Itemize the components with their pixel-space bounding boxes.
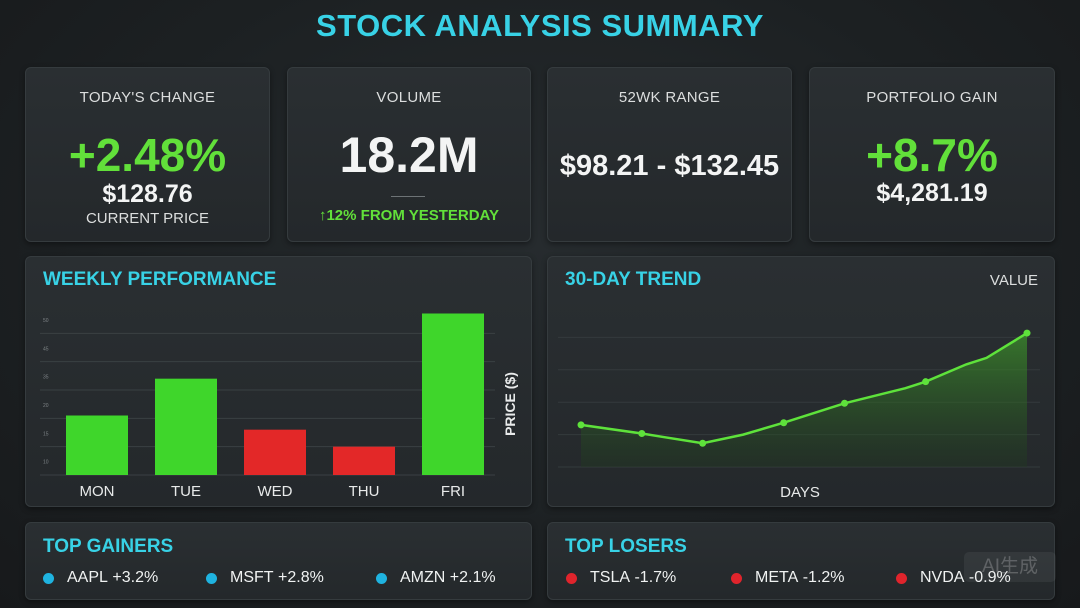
gainer-change: +2.8% [278,569,324,586]
portfolio-value: +8.7% [866,129,998,181]
bar-y-tick-label: 10 [43,460,49,466]
trend-x-axis-label: DAYS [780,484,820,501]
gainer-dot-icon [376,572,387,584]
range-card: 52WK RANGE $98.21 - $132.45 [547,67,792,242]
bar-y-axis-label: PRICE ($) [502,372,518,436]
volume-value: 18.2M [339,127,479,183]
top-gainers-panel: TOP GAINERS AAPL +3.2% MSFT +2.8% AMZN +… [25,522,532,600]
trend-point [922,378,930,386]
bar-x-tick-label: FRI [441,483,465,500]
bar-x-tick-label: MON [80,483,115,500]
trend-value-label: VALUE [989,272,1038,289]
trend-point [841,399,849,407]
trend-title: 30-DAY TREND [565,269,702,290]
trend-point [577,421,585,429]
loser-item[interactable]: META -1.2% [731,567,845,589]
gainer-item[interactable]: MSFT +2.8% [206,567,324,589]
top-losers-title: TOP LOSERS [565,536,687,557]
range-label: 52WK RANGE [618,89,721,106]
loser-symbol: TSLA [590,569,631,586]
loser-dot-icon [566,572,577,584]
bar-wed [244,429,306,475]
volume-label: VOLUME [376,89,442,106]
loser-dot-icon [731,572,742,584]
gainer-dot-icon [206,572,217,584]
page-title: STOCK ANALYSIS SUMMARY [316,8,764,43]
portfolio-label: PORTFOLIO GAIN [866,89,998,106]
bar-x-tick-label: THU [349,483,380,500]
loser-change: -1.7% [634,569,677,586]
bar-y-tick-label: 15 [43,431,49,437]
gainer-item[interactable]: AMZN +2.1% [376,567,496,589]
trend-line [580,332,1028,445]
weekly-performance-title: WEEKLY PERFORMANCE [43,269,277,290]
todays-change-label: TODAY'S CHANGE [79,89,216,106]
gainer-change: +2.1% [449,569,496,586]
losers-list: TSLA -1.7% META -1.2% NVDA -0.9% [548,567,1054,589]
gainer-symbol: AMZN [400,569,446,586]
bar-y-tick-label: 50 [43,318,49,324]
trend-area-fill [581,333,1027,467]
gainer-symbol: MSFT [230,569,274,586]
trend-point [638,430,646,438]
gainer-dot-icon [43,572,54,584]
loser-symbol: NVDA [920,569,965,586]
todays-change-card: TODAY'S CHANGE +2.48% $128.76 CURRENT PR… [25,67,270,242]
volume-change: ↑12% FROM YESTERDAY [318,207,500,224]
current-price-label: CURRENT PRICE [85,210,210,227]
loser-change: -1.2% [802,569,845,586]
gainer-item[interactable]: AAPL +3.2% [43,567,158,589]
loser-item[interactable]: TSLA -1.7% [566,567,676,589]
loser-change: -0.9% [968,569,1011,586]
volume-card: VOLUME 18.2M ↑12% FROM YESTERDAY [287,67,531,242]
bar-mon [66,415,128,475]
bar-tue [155,378,217,475]
bar-x-tick-label: WED [258,483,293,500]
range-value: $98.21 - $132.45 [559,150,780,182]
loser-item[interactable]: NVDA -0.9% [896,567,1011,589]
trend-line-chart: DAYS [558,329,1040,501]
loser-symbol: META [755,569,799,586]
gainer-change: +3.2% [112,569,159,586]
top-gainers-title: TOP GAINERS [43,536,174,557]
bar-thu [333,446,395,475]
gainer-symbol: AAPL [67,569,108,586]
weekly-bar-chart: PRICE ($) 10 15 20 35 45 50 MON TUE WED THU FRI [40,313,518,500]
gainers-list: AAPL +3.2% MSFT +2.8% AMZN +2.1% [26,567,531,589]
bar-y-tick-label: 45 [43,346,49,352]
weekly-performance-panel: WEEKLY PERFORMANCE PRICE ($) 10 15 20 35 45 5… [25,256,532,507]
bar-y-tick-label: 35 [43,375,49,381]
portfolio-card: PORTFOLIO GAIN +8.7% $4,281.19 [809,67,1055,242]
bar-y-tick-label: 20 [43,403,49,409]
trend-point [699,439,707,447]
trend-point [1023,329,1031,337]
trend-panel: 30-DAY TREND VALUE DAYS [547,256,1055,507]
loser-dot-icon [896,572,907,584]
volume-divider [391,196,425,197]
top-losers-panel: TOP LOSERS TSLA -1.7% META -1.2% NVDA -0… [547,522,1055,600]
watermark: AI生成 [964,552,1056,582]
portfolio-amount: $4,281.19 [876,179,988,207]
todays-change-value: +2.48% [68,129,227,181]
current-price-value: $128.76 [102,180,193,208]
bar-fri [422,313,484,475]
trend-point [780,419,788,427]
bar-x-tick-label: TUE [171,483,201,500]
